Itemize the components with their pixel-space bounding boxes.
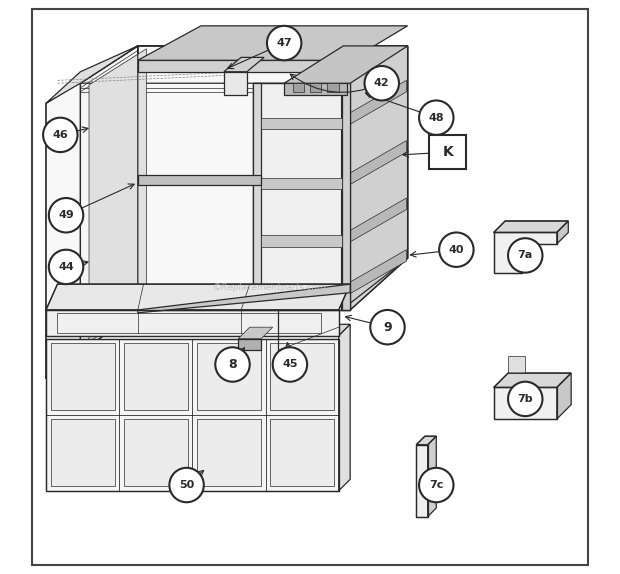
Polygon shape — [342, 250, 407, 298]
Polygon shape — [293, 83, 304, 92]
Polygon shape — [494, 232, 557, 273]
Text: ©Replacementparts.com: ©Replacementparts.com — [213, 282, 327, 292]
Polygon shape — [557, 221, 569, 244]
Polygon shape — [284, 46, 407, 83]
Circle shape — [439, 232, 474, 267]
Polygon shape — [224, 57, 264, 72]
Text: 45: 45 — [282, 359, 298, 370]
Text: 46: 46 — [53, 130, 68, 140]
Circle shape — [273, 347, 307, 382]
Circle shape — [419, 468, 453, 502]
Polygon shape — [46, 324, 350, 336]
Circle shape — [419, 100, 453, 135]
Polygon shape — [124, 419, 188, 486]
Polygon shape — [342, 198, 407, 247]
Polygon shape — [46, 310, 339, 336]
Polygon shape — [51, 343, 115, 410]
Polygon shape — [138, 284, 350, 313]
Polygon shape — [138, 60, 350, 72]
Polygon shape — [342, 141, 407, 189]
Polygon shape — [494, 373, 571, 387]
Text: 48: 48 — [428, 113, 444, 123]
Text: K: K — [443, 145, 453, 159]
Polygon shape — [261, 178, 342, 189]
Polygon shape — [81, 46, 138, 344]
Polygon shape — [124, 343, 188, 410]
Polygon shape — [339, 324, 350, 491]
Polygon shape — [238, 339, 261, 350]
Polygon shape — [428, 436, 436, 517]
Polygon shape — [350, 46, 407, 310]
Polygon shape — [494, 221, 569, 232]
Circle shape — [267, 26, 301, 60]
Circle shape — [365, 66, 399, 100]
Polygon shape — [81, 46, 407, 83]
Text: 47: 47 — [277, 38, 292, 48]
Circle shape — [49, 198, 83, 232]
Polygon shape — [261, 287, 342, 298]
Text: 40: 40 — [449, 245, 464, 255]
Polygon shape — [252, 83, 350, 310]
Circle shape — [508, 382, 542, 416]
Polygon shape — [224, 72, 247, 95]
Polygon shape — [416, 436, 436, 445]
Polygon shape — [416, 445, 428, 517]
Polygon shape — [197, 419, 261, 486]
FancyBboxPatch shape — [430, 135, 466, 169]
Polygon shape — [89, 49, 146, 342]
Polygon shape — [46, 46, 138, 379]
Text: 7a: 7a — [518, 250, 533, 261]
Polygon shape — [238, 327, 273, 339]
Text: 7c: 7c — [429, 480, 443, 490]
Polygon shape — [270, 419, 334, 486]
Circle shape — [370, 310, 405, 344]
Text: 7b: 7b — [518, 394, 533, 404]
Circle shape — [49, 250, 83, 284]
Polygon shape — [138, 46, 407, 310]
Circle shape — [508, 238, 542, 273]
Polygon shape — [342, 46, 407, 310]
Polygon shape — [138, 26, 407, 60]
Polygon shape — [252, 83, 261, 310]
Polygon shape — [557, 373, 571, 419]
Polygon shape — [138, 175, 261, 185]
Circle shape — [215, 347, 250, 382]
Text: 49: 49 — [58, 210, 74, 220]
Polygon shape — [310, 83, 322, 92]
Text: 42: 42 — [374, 78, 389, 88]
Polygon shape — [494, 387, 557, 419]
Polygon shape — [327, 83, 339, 92]
Polygon shape — [46, 339, 339, 491]
Polygon shape — [342, 83, 350, 310]
Polygon shape — [342, 80, 407, 129]
Text: 8: 8 — [228, 358, 237, 371]
Polygon shape — [197, 343, 261, 410]
Text: 50: 50 — [179, 480, 194, 490]
Circle shape — [43, 118, 78, 152]
Polygon shape — [270, 343, 334, 410]
Polygon shape — [261, 235, 342, 247]
Polygon shape — [46, 284, 350, 310]
Text: 9: 9 — [383, 321, 392, 333]
Polygon shape — [508, 356, 525, 373]
Polygon shape — [46, 46, 138, 103]
Polygon shape — [261, 118, 342, 129]
Polygon shape — [51, 419, 115, 486]
Text: 44: 44 — [58, 262, 74, 272]
Polygon shape — [284, 83, 347, 95]
Circle shape — [169, 468, 204, 502]
